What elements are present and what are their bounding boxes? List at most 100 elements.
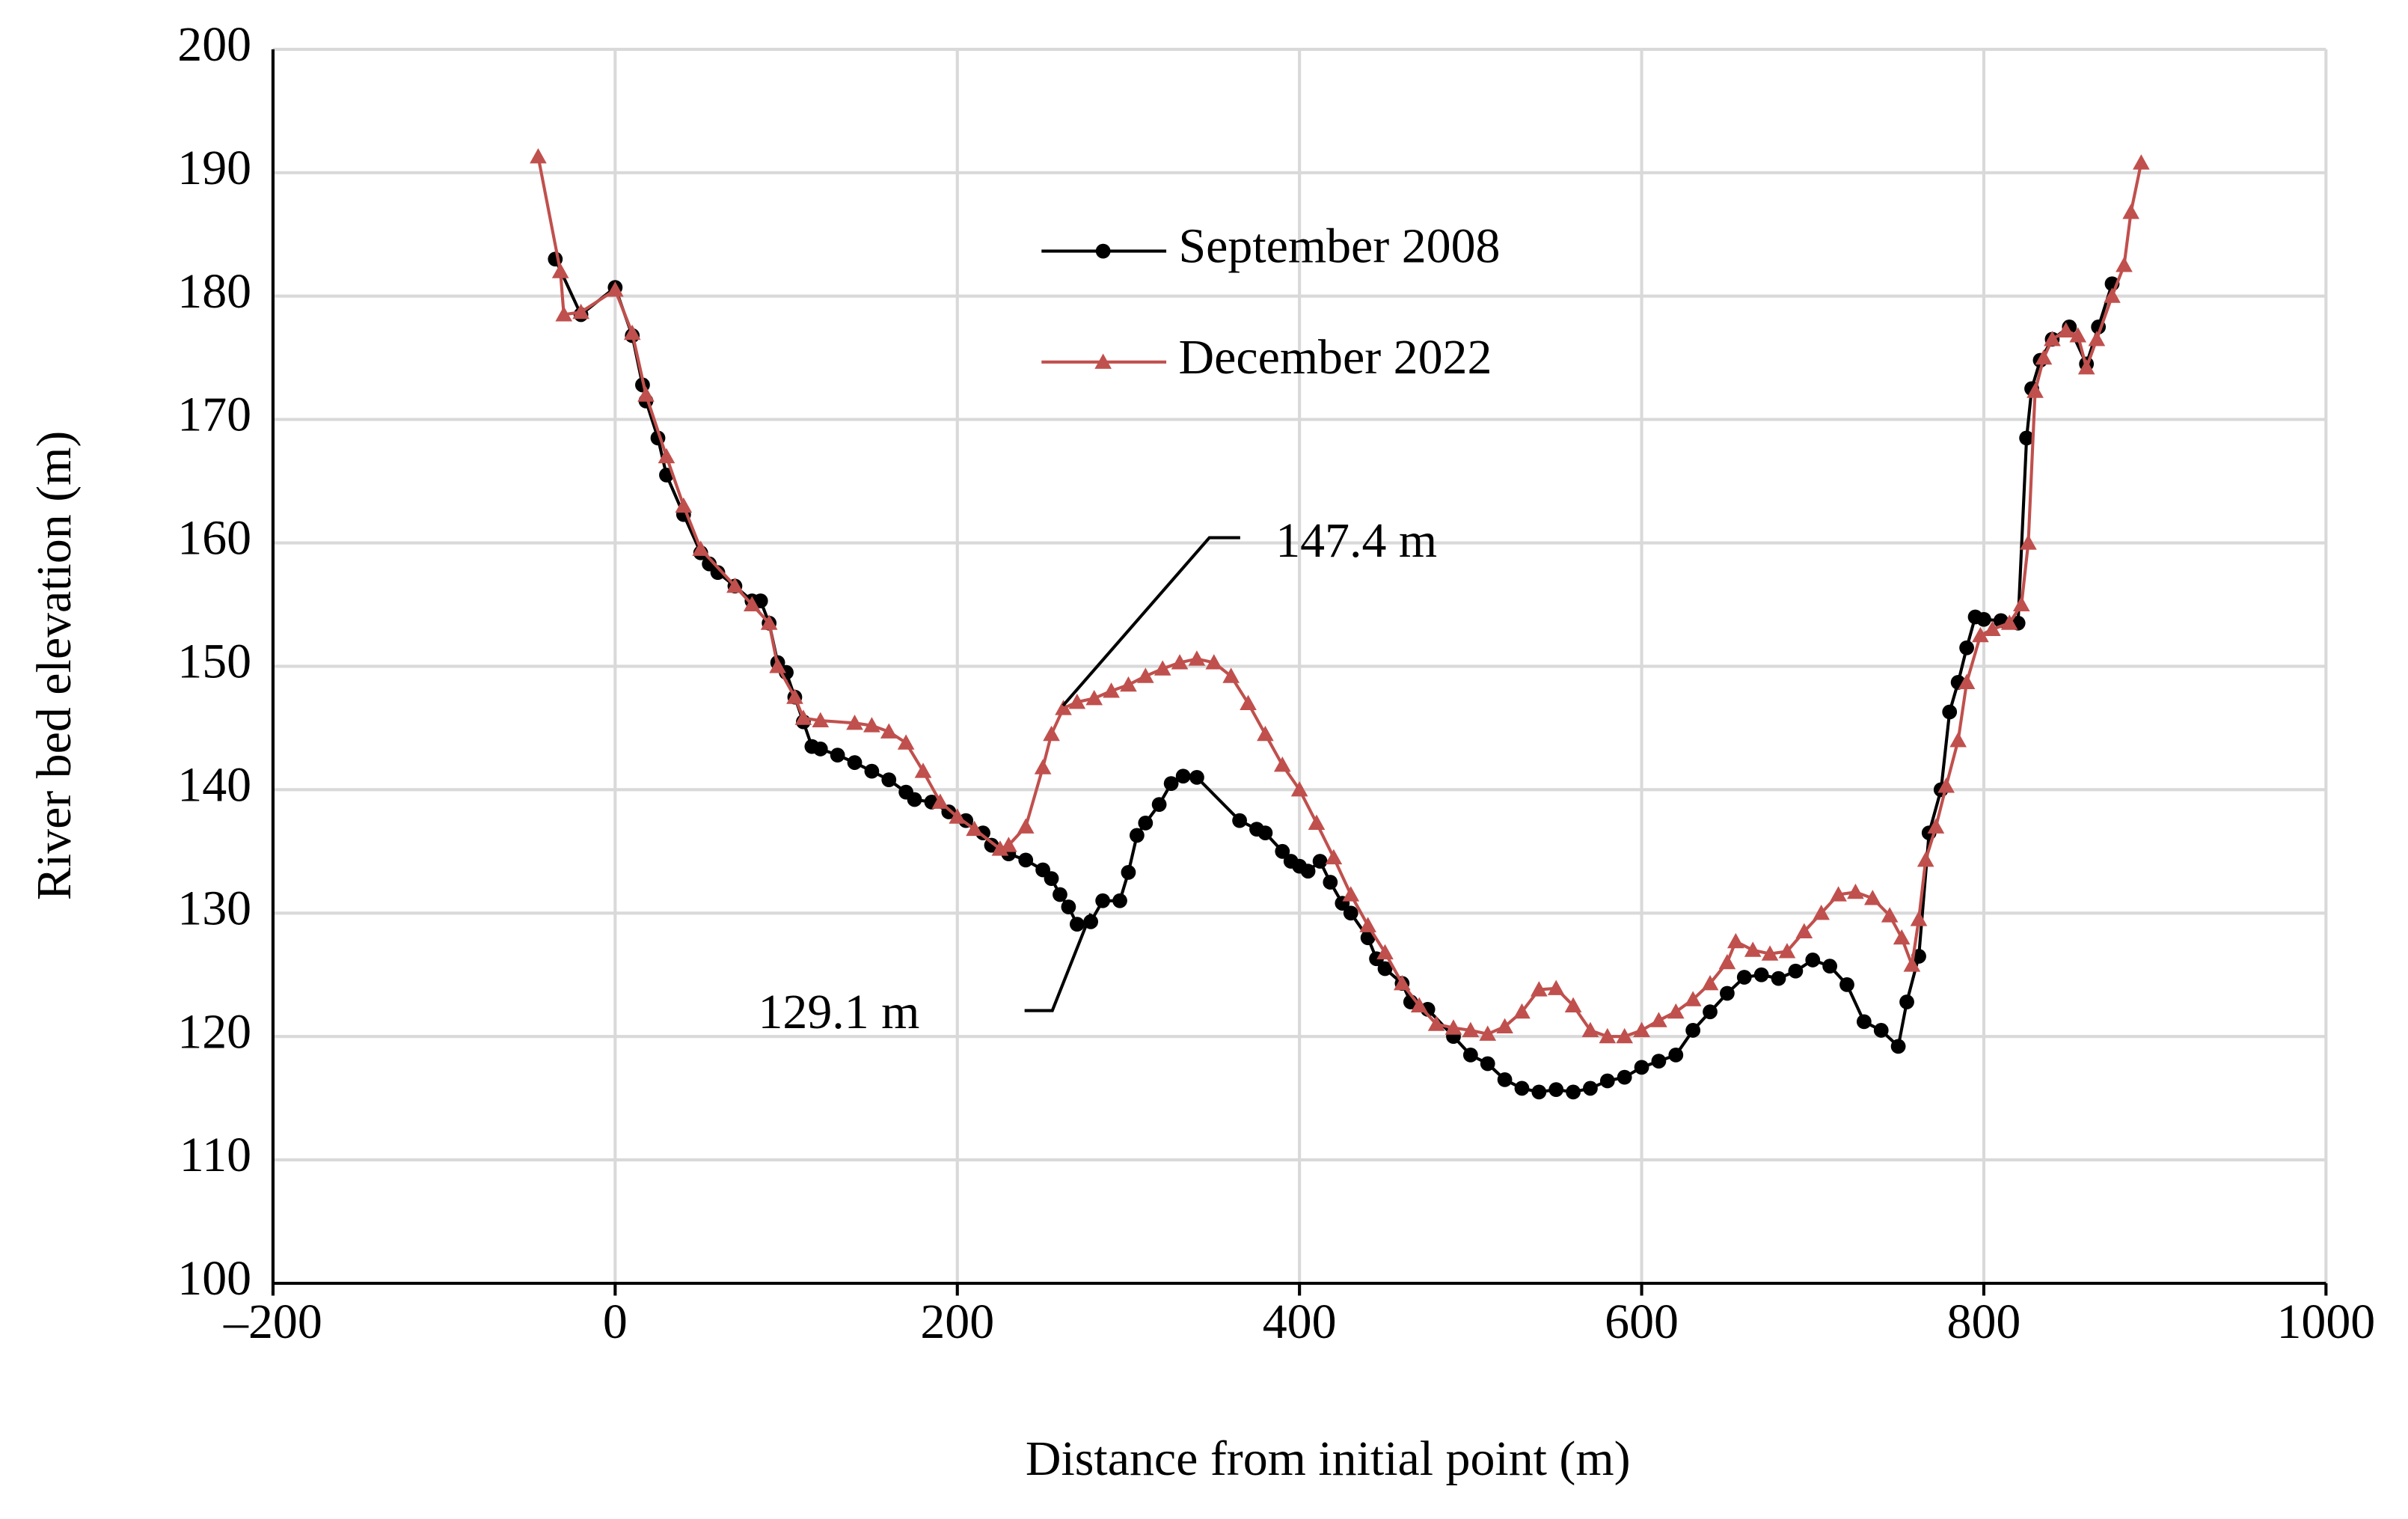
legend: September 2008 December 2022 [1041,219,1500,385]
marker [1599,1073,1615,1089]
marker [1427,1015,1445,1031]
marker [812,742,828,757]
marker [1222,667,1240,683]
marker [1822,959,1838,974]
marker [1053,887,1067,902]
marker [975,825,990,840]
marker [2057,322,2075,337]
marker [1240,694,1257,710]
marker [1257,825,1273,840]
marker [769,658,786,673]
marker [1634,1060,1649,1075]
marker [1069,917,1085,932]
marker [2000,614,2018,630]
marker [2077,359,2095,375]
marker [623,324,641,340]
y-tick-label: 180 [177,264,251,319]
marker [1984,620,2001,637]
marker [1112,893,1127,908]
marker [1771,971,1786,986]
marker [1788,963,1804,979]
marker [1103,682,1120,698]
marker [2088,331,2106,346]
marker [846,714,863,730]
marker [1531,1084,1547,1100]
marker [847,755,863,770]
marker [1839,977,1854,992]
marker [880,723,898,739]
marker [2020,534,2037,550]
marker [1017,818,1035,834]
y-axis-label: River bed elevation (m) [27,431,82,900]
y-tick-label: 120 [177,1004,251,1059]
marker [1154,660,1171,676]
marker [1342,886,1360,902]
marker [1138,815,1154,831]
marker [794,709,812,725]
marker [1617,1069,1632,1085]
marker [907,792,922,807]
marker [2035,349,2053,365]
legend-label: September 2008 [1179,219,1501,274]
marker [1564,997,1582,1013]
marker [1684,991,1702,1006]
marker [1972,626,1989,643]
marker [710,565,726,580]
marker [1205,654,1223,670]
marker [1121,864,1136,880]
marker [881,772,897,788]
y-tick-label: 190 [177,141,251,195]
marker [1959,640,1974,655]
marker [1881,907,1899,923]
marker [1599,1027,1617,1044]
marker [1312,854,1328,869]
marker [572,303,589,320]
marker [1151,797,1167,813]
marker [1189,769,1204,785]
marker [1273,757,1291,772]
marker [897,734,915,750]
marker [1685,1023,1701,1038]
marker [1949,732,1967,748]
marker [1581,1021,1599,1037]
marker [1927,818,1945,834]
marker [2012,596,2030,612]
marker [1068,693,1086,709]
marker [1813,904,1830,920]
marker [1136,667,1154,683]
marker [1910,911,1928,926]
marker [786,688,803,704]
marker [1095,893,1111,908]
marker [2122,204,2139,219]
marker [1377,961,1393,977]
marker [1308,814,1326,830]
marker [555,306,573,322]
marker [1171,654,1189,670]
marker [2116,257,2133,272]
marker [1044,871,1059,886]
marker [1667,1003,1685,1019]
marker [1163,776,1179,791]
x-tick-label: 400 [1263,1295,1337,1349]
marker [1633,1021,1650,1037]
marker [1043,725,1060,742]
marker [1061,899,1076,914]
marker [1300,864,1316,879]
marker [1000,837,1017,852]
marker [1976,611,1991,627]
legend-label: December 2022 [1179,330,1492,385]
marker [753,593,768,608]
marker [1830,886,1847,902]
leader-line [1024,913,1093,1012]
marker [1847,883,1864,899]
marker [1805,953,1821,968]
y-tick-label: 200 [177,17,251,72]
marker [1445,1019,1462,1035]
marker [1873,1023,1889,1038]
marker [2069,327,2087,343]
marker [1479,1025,1497,1041]
marker [1548,1082,1564,1097]
x-tick-label: 600 [1605,1295,1679,1349]
marker [1547,979,1565,995]
marker [1720,985,1735,1001]
